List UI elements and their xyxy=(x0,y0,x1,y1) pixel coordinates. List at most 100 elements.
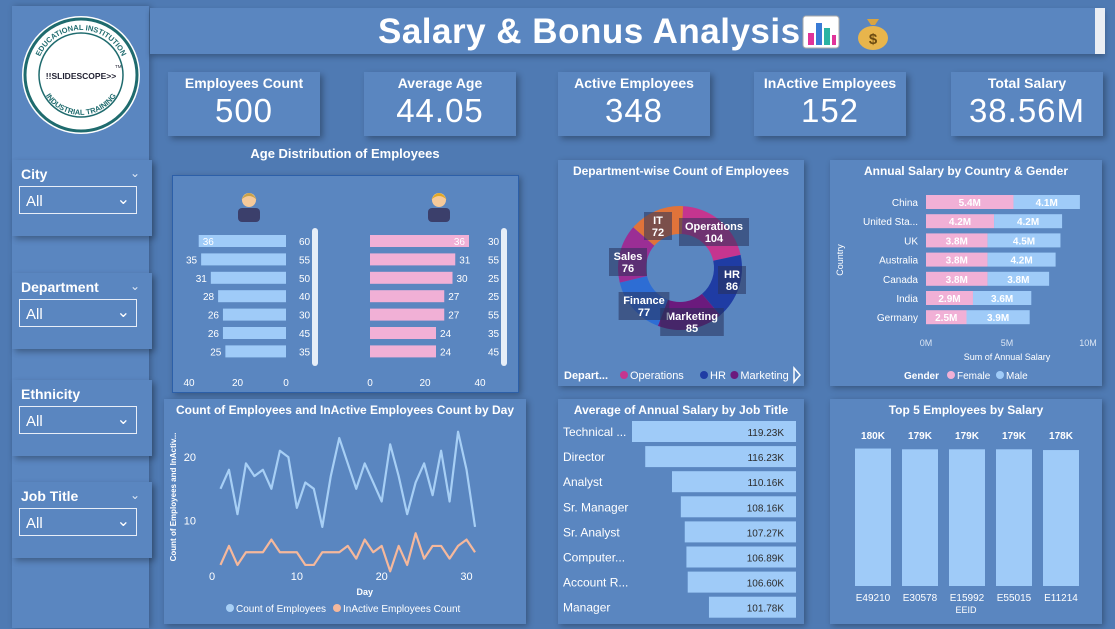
female-axis-tick: 20 xyxy=(419,378,431,389)
age-chart-title: Age Distribution of Employees xyxy=(250,146,440,161)
kpi-value: 348 xyxy=(604,92,664,129)
filter-department: Department ⌄ All ⌄ xyxy=(12,273,152,349)
job-title-label: Analyst xyxy=(563,475,603,489)
city-dropdown[interactable]: All ⌄ xyxy=(19,186,137,214)
job-salary-bar xyxy=(708,596,796,618)
job-salary-bar xyxy=(632,421,796,442)
x-axis-tick: 0 xyxy=(209,571,215,583)
male-bar-label: 28 xyxy=(203,292,215,303)
job-salary-label: 116.23K xyxy=(747,453,784,464)
y-axis-tick: 10 xyxy=(184,516,196,528)
male-salary-bar xyxy=(994,214,1063,229)
country-label: United Sta... xyxy=(863,217,918,228)
donut-label-box xyxy=(718,266,746,294)
chevron-down-icon[interactable]: ⌄ xyxy=(129,279,140,293)
kpi-value: 500 xyxy=(214,92,274,129)
donut-label-box xyxy=(618,292,670,320)
donut-label-name: Marketing xyxy=(666,311,718,323)
filter-job-title: Job Title ⌄ All ⌄ xyxy=(12,482,152,558)
ethnicity-dropdown[interactable]: All ⌄ xyxy=(19,406,137,434)
job-salary-label: 101.78K xyxy=(747,604,785,615)
job-title-dropdown[interactable]: All ⌄ xyxy=(19,508,137,536)
male-scrollbar xyxy=(312,228,318,366)
female-person-icon xyxy=(431,193,447,200)
male-age-category: 60 xyxy=(299,237,311,248)
company-logo: EDUCATIONAL INSTITUTION INDUSTRIAL TRAIN… xyxy=(22,16,140,134)
country-chart-title: Annual Salary by Country & Gender xyxy=(863,164,1069,178)
female-person-icon xyxy=(428,208,450,222)
male-age-bar xyxy=(201,253,286,266)
chevron-down-icon: ⌄ xyxy=(116,513,130,530)
scrollbar[interactable] xyxy=(1095,8,1105,54)
job-title-dropdown-value: All xyxy=(26,515,43,532)
legend-title: Gender xyxy=(904,371,939,382)
job-title-label: Sr. Analyst xyxy=(563,525,620,539)
male-age-category: 40 xyxy=(299,292,311,303)
legend-dot xyxy=(996,371,1004,379)
male-age-bar xyxy=(222,308,286,321)
top-employee-value: 179K xyxy=(908,431,933,442)
legend-item: Male xyxy=(1006,371,1028,382)
job-salary-bar xyxy=(645,446,796,468)
country-label: Canada xyxy=(883,275,918,286)
kpi-employees-count: Employees Count 500 xyxy=(168,72,320,136)
female-salary-bar xyxy=(926,233,988,248)
legend-item: Marketing xyxy=(740,370,788,382)
female-salary-bar xyxy=(926,310,967,325)
donut-label-name: Operations xyxy=(685,221,743,233)
female-salary-bar xyxy=(926,214,995,229)
donut-label-name: Finance xyxy=(623,295,665,307)
city-dropdown-value: All xyxy=(26,193,43,210)
female-age-category: 55 xyxy=(488,311,500,322)
job-title-label: Director xyxy=(563,450,605,464)
kpi-total-salary: Total Salary 38.56M xyxy=(951,72,1103,136)
top-employee-value: 180K xyxy=(861,431,886,442)
country-label: China xyxy=(892,198,919,209)
male-person-icon xyxy=(238,208,260,222)
top-employee-id: E55015 xyxy=(997,593,1032,604)
chevron-down-icon[interactable]: ⌄ xyxy=(129,166,140,180)
female-salary-label: 3.8M xyxy=(946,275,968,286)
female-bar-label: 27 xyxy=(448,292,460,303)
logo-tm: TM xyxy=(115,64,122,69)
x-axis-tick: 30 xyxy=(460,571,472,583)
donut-label-box xyxy=(679,218,749,246)
female-salary-label: 4.2M xyxy=(949,217,971,228)
male-age-bar xyxy=(222,327,286,339)
job-title-salary-chart: Average of Annual Salary by Job Title Te… xyxy=(558,399,804,624)
male-bar-label: 36 xyxy=(203,237,215,248)
female-age-category: 25 xyxy=(488,292,500,303)
male-age-category: 45 xyxy=(299,329,311,340)
y-axis-tick: 20 xyxy=(184,452,196,464)
chevron-down-icon: ⌄ xyxy=(116,304,130,321)
male-age-bar xyxy=(210,271,286,284)
male-age-bar xyxy=(225,345,286,358)
legend-item: Operations xyxy=(630,370,684,382)
donut-label-value: 85 xyxy=(686,323,698,335)
female-salary-bar xyxy=(926,195,1014,209)
female-age-category: 35 xyxy=(488,329,500,340)
job-salary-label: 106.89K xyxy=(747,554,785,565)
legend-item: Female xyxy=(957,371,991,382)
logo-brand: !!SLIDESCOPE>> xyxy=(46,71,116,81)
top-employee-id: E11214 xyxy=(1044,593,1078,604)
female-age-bar xyxy=(370,290,445,303)
female-axis-tick: 0 xyxy=(367,378,373,389)
male-salary-bar xyxy=(987,233,1061,248)
male-axis-tick: 20 xyxy=(232,378,244,389)
filter-city: City ⌄ All ⌄ xyxy=(12,160,152,236)
female-salary-bar xyxy=(926,252,988,267)
male-salary-label: 4.2M xyxy=(1017,217,1039,228)
female-age-bar xyxy=(370,327,436,339)
department-dropdown[interactable]: All ⌄ xyxy=(19,299,137,327)
job-salary-label: 107.27K xyxy=(747,528,785,539)
chevron-down-icon: ⌄ xyxy=(116,191,130,208)
top-employee-id: E15992 xyxy=(950,593,985,604)
male-salary-bar xyxy=(972,291,1032,305)
male-salary-label: 3.6M xyxy=(991,294,1013,305)
legend-next-arrow-icon xyxy=(793,365,801,385)
female-age-bar xyxy=(370,235,469,247)
chevron-down-icon[interactable]: ⌄ xyxy=(129,488,140,502)
job-salary-bar xyxy=(687,571,796,593)
donut-label-value: 72 xyxy=(652,227,664,239)
